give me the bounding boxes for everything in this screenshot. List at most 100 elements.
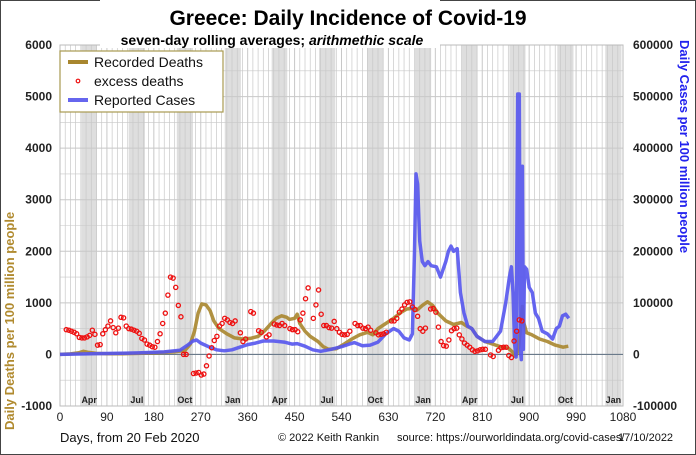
excess-death-point <box>274 322 280 328</box>
excess-death-point <box>427 306 434 312</box>
y-right-tick-label: 300000 <box>633 193 673 207</box>
excess-death-point <box>305 285 311 291</box>
excess-death-point <box>120 315 127 321</box>
legend-deaths-label: Recorded Deaths <box>94 54 203 70</box>
excess-death-point <box>206 353 212 359</box>
excess-death-point <box>300 310 306 316</box>
excess-death-point <box>313 302 319 308</box>
excess-death-point <box>66 327 72 333</box>
month-labels: Apr Jul Oct Jan Apr Jul Oct Jan Apr Jul Oct Jan <box>81 395 621 405</box>
excess-death-point <box>334 325 340 332</box>
excess-death-point <box>378 331 384 338</box>
month-label: Jul <box>321 395 334 405</box>
legend-excess-label: excess deaths <box>94 73 184 89</box>
excess-death-point <box>331 318 337 325</box>
x-tick-label: 90 <box>100 410 114 424</box>
excess-death-point <box>141 337 148 343</box>
excess-death-point <box>430 305 436 312</box>
excess-death-point <box>482 346 489 353</box>
excess-death-point <box>328 325 335 331</box>
excess-death-point <box>383 329 390 336</box>
excess-death-point <box>287 325 293 332</box>
excess-death-point <box>367 327 374 333</box>
excess-death-point <box>68 328 75 334</box>
excess-death-point <box>172 284 179 291</box>
excess-death-point <box>157 331 163 337</box>
excess-death-point <box>498 344 504 351</box>
y-left-tick-label: 3000 <box>25 193 52 207</box>
excess-death-point <box>412 306 418 313</box>
excess-death-point <box>131 327 137 333</box>
x-tick-labels: 0 90 180 270 360 450 540 630 720 810 900 990 1080 <box>57 410 637 424</box>
excess-death-point <box>97 341 103 348</box>
excess-death-point <box>347 328 353 334</box>
y-right-tick-labels: 600000 500000 400000 300000 200000 100000 0 -10… <box>633 38 677 413</box>
excess-death-point <box>159 320 166 327</box>
x-tick-label: 990 <box>566 410 586 424</box>
excess-death-point <box>167 274 174 280</box>
excess-death-point <box>250 310 257 316</box>
excess-death-point <box>128 326 135 332</box>
copyright-text: © 2022 Keith Rankin <box>278 432 379 444</box>
x-tick-label: 1080 <box>610 410 637 424</box>
excess-death-point <box>183 351 189 358</box>
y-left-tick-label: 2000 <box>25 244 52 258</box>
excess-death-point <box>266 332 272 338</box>
excess-death-point <box>113 330 119 336</box>
excess-death-point <box>394 315 400 322</box>
y-left-tick-label: 4000 <box>25 141 52 155</box>
legend-cases-label: Reported Cases <box>94 92 195 108</box>
excess-death-point <box>480 346 486 353</box>
excess-death-point <box>63 326 70 333</box>
month-label: Oct <box>177 395 192 405</box>
excess-death-point <box>152 344 158 350</box>
legend: Recorded Deaths excess deaths Reported C… <box>59 50 224 113</box>
month-label: Jul <box>511 395 524 405</box>
chart-subtitle: seven-day rolling averages; arithmethic … <box>121 32 424 48</box>
excess-death-point <box>201 371 207 377</box>
y-right-tick-label: 400000 <box>633 141 673 155</box>
excess-death-point <box>208 344 215 351</box>
y-right-tick-label: 600000 <box>633 38 673 52</box>
excess-death-point <box>451 325 457 332</box>
excess-death-point <box>294 328 301 335</box>
y-right-tick-label: 100000 <box>633 296 673 310</box>
excess-death-point <box>92 331 98 338</box>
excess-death-point <box>440 342 447 349</box>
excess-death-point <box>105 323 111 329</box>
excess-death-point <box>170 275 176 281</box>
excess-death-point <box>388 318 395 324</box>
month-label: Jan <box>606 395 622 405</box>
excess-death-point <box>404 299 410 306</box>
excess-death-point <box>365 324 371 330</box>
legend-excess-swatch <box>75 78 81 84</box>
y-left-axis-label: Daily Deaths per 100 million people <box>2 212 17 430</box>
excess-death-point <box>115 325 122 331</box>
month-label: Jan <box>225 395 241 405</box>
excess-death-point <box>459 336 465 342</box>
excess-death-point <box>94 342 101 348</box>
excess-death-point <box>190 370 197 377</box>
excess-death-point <box>237 330 244 336</box>
excess-death-point <box>516 317 523 323</box>
excess-death-point <box>354 322 361 329</box>
excess-death-point <box>344 331 350 338</box>
excess-death-point <box>154 338 161 345</box>
excess-death-point <box>89 327 96 333</box>
excess-death-point <box>76 334 83 341</box>
y-left-tick-label: 1000 <box>25 296 52 310</box>
excess-death-point <box>443 343 450 349</box>
y-right-tick-label: 200000 <box>633 244 673 258</box>
excess-death-point <box>375 332 382 338</box>
excess-death-point <box>399 306 405 312</box>
month-label: Apr <box>462 395 478 405</box>
y-right-tick-label: 0 <box>633 347 640 361</box>
excess-death-point <box>136 330 142 337</box>
excess-death-point <box>315 287 322 293</box>
month-label: Apr <box>272 395 288 405</box>
excess-death-point <box>81 335 88 341</box>
excess-death-point <box>102 326 109 333</box>
x-tick-label: 810 <box>472 410 492 424</box>
month-label: Apr <box>81 395 97 405</box>
excess-death-point <box>302 295 309 302</box>
